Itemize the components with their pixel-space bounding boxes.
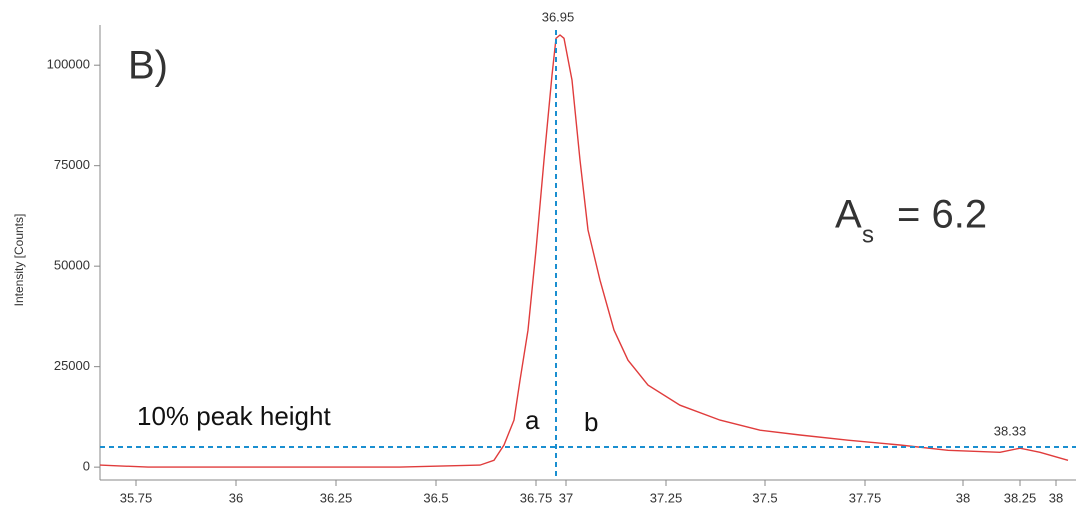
x-tick-label: 36.5 xyxy=(423,490,448,505)
tail-label: 38.33 xyxy=(994,423,1027,438)
y-tick-label: 25000 xyxy=(54,358,90,373)
x-tick-label: 38 xyxy=(956,490,970,505)
x-tick-label: 36.75 xyxy=(520,490,553,505)
left-width-label: a xyxy=(525,405,540,435)
y-tick-label: 75000 xyxy=(54,157,90,172)
asymmetry-value: = 6.2 xyxy=(897,193,987,237)
x-tick-label: 38.25 xyxy=(1004,490,1037,505)
peak-label: 36.95 xyxy=(542,9,575,24)
x-tick-label: 36.25 xyxy=(320,490,353,505)
x-tick-label: 37 xyxy=(559,490,573,505)
y-tick-label: 0 xyxy=(83,459,90,474)
x-tick-label: 37.75 xyxy=(849,490,882,505)
asymmetry-subscript: s xyxy=(862,221,874,248)
y-tick-label: 50000 xyxy=(54,258,90,273)
y-axis-label: Intensity [Counts] xyxy=(12,214,26,307)
panel-label: B) xyxy=(128,44,168,88)
right-width-label: b xyxy=(584,407,598,437)
data-line xyxy=(99,34,1069,468)
y-tick-label: 100000 xyxy=(47,57,90,72)
x-tick-label: 37.25 xyxy=(650,490,683,505)
asymmetry-symbol: A xyxy=(835,193,862,237)
x-tick-label: 37.5 xyxy=(752,490,777,505)
threshold-label: 10% peak height xyxy=(137,401,331,431)
x-tick-label: 38 xyxy=(1049,490,1063,505)
x-tick-label: 35.75 xyxy=(120,490,153,505)
x-tick-label: 36 xyxy=(229,490,243,505)
